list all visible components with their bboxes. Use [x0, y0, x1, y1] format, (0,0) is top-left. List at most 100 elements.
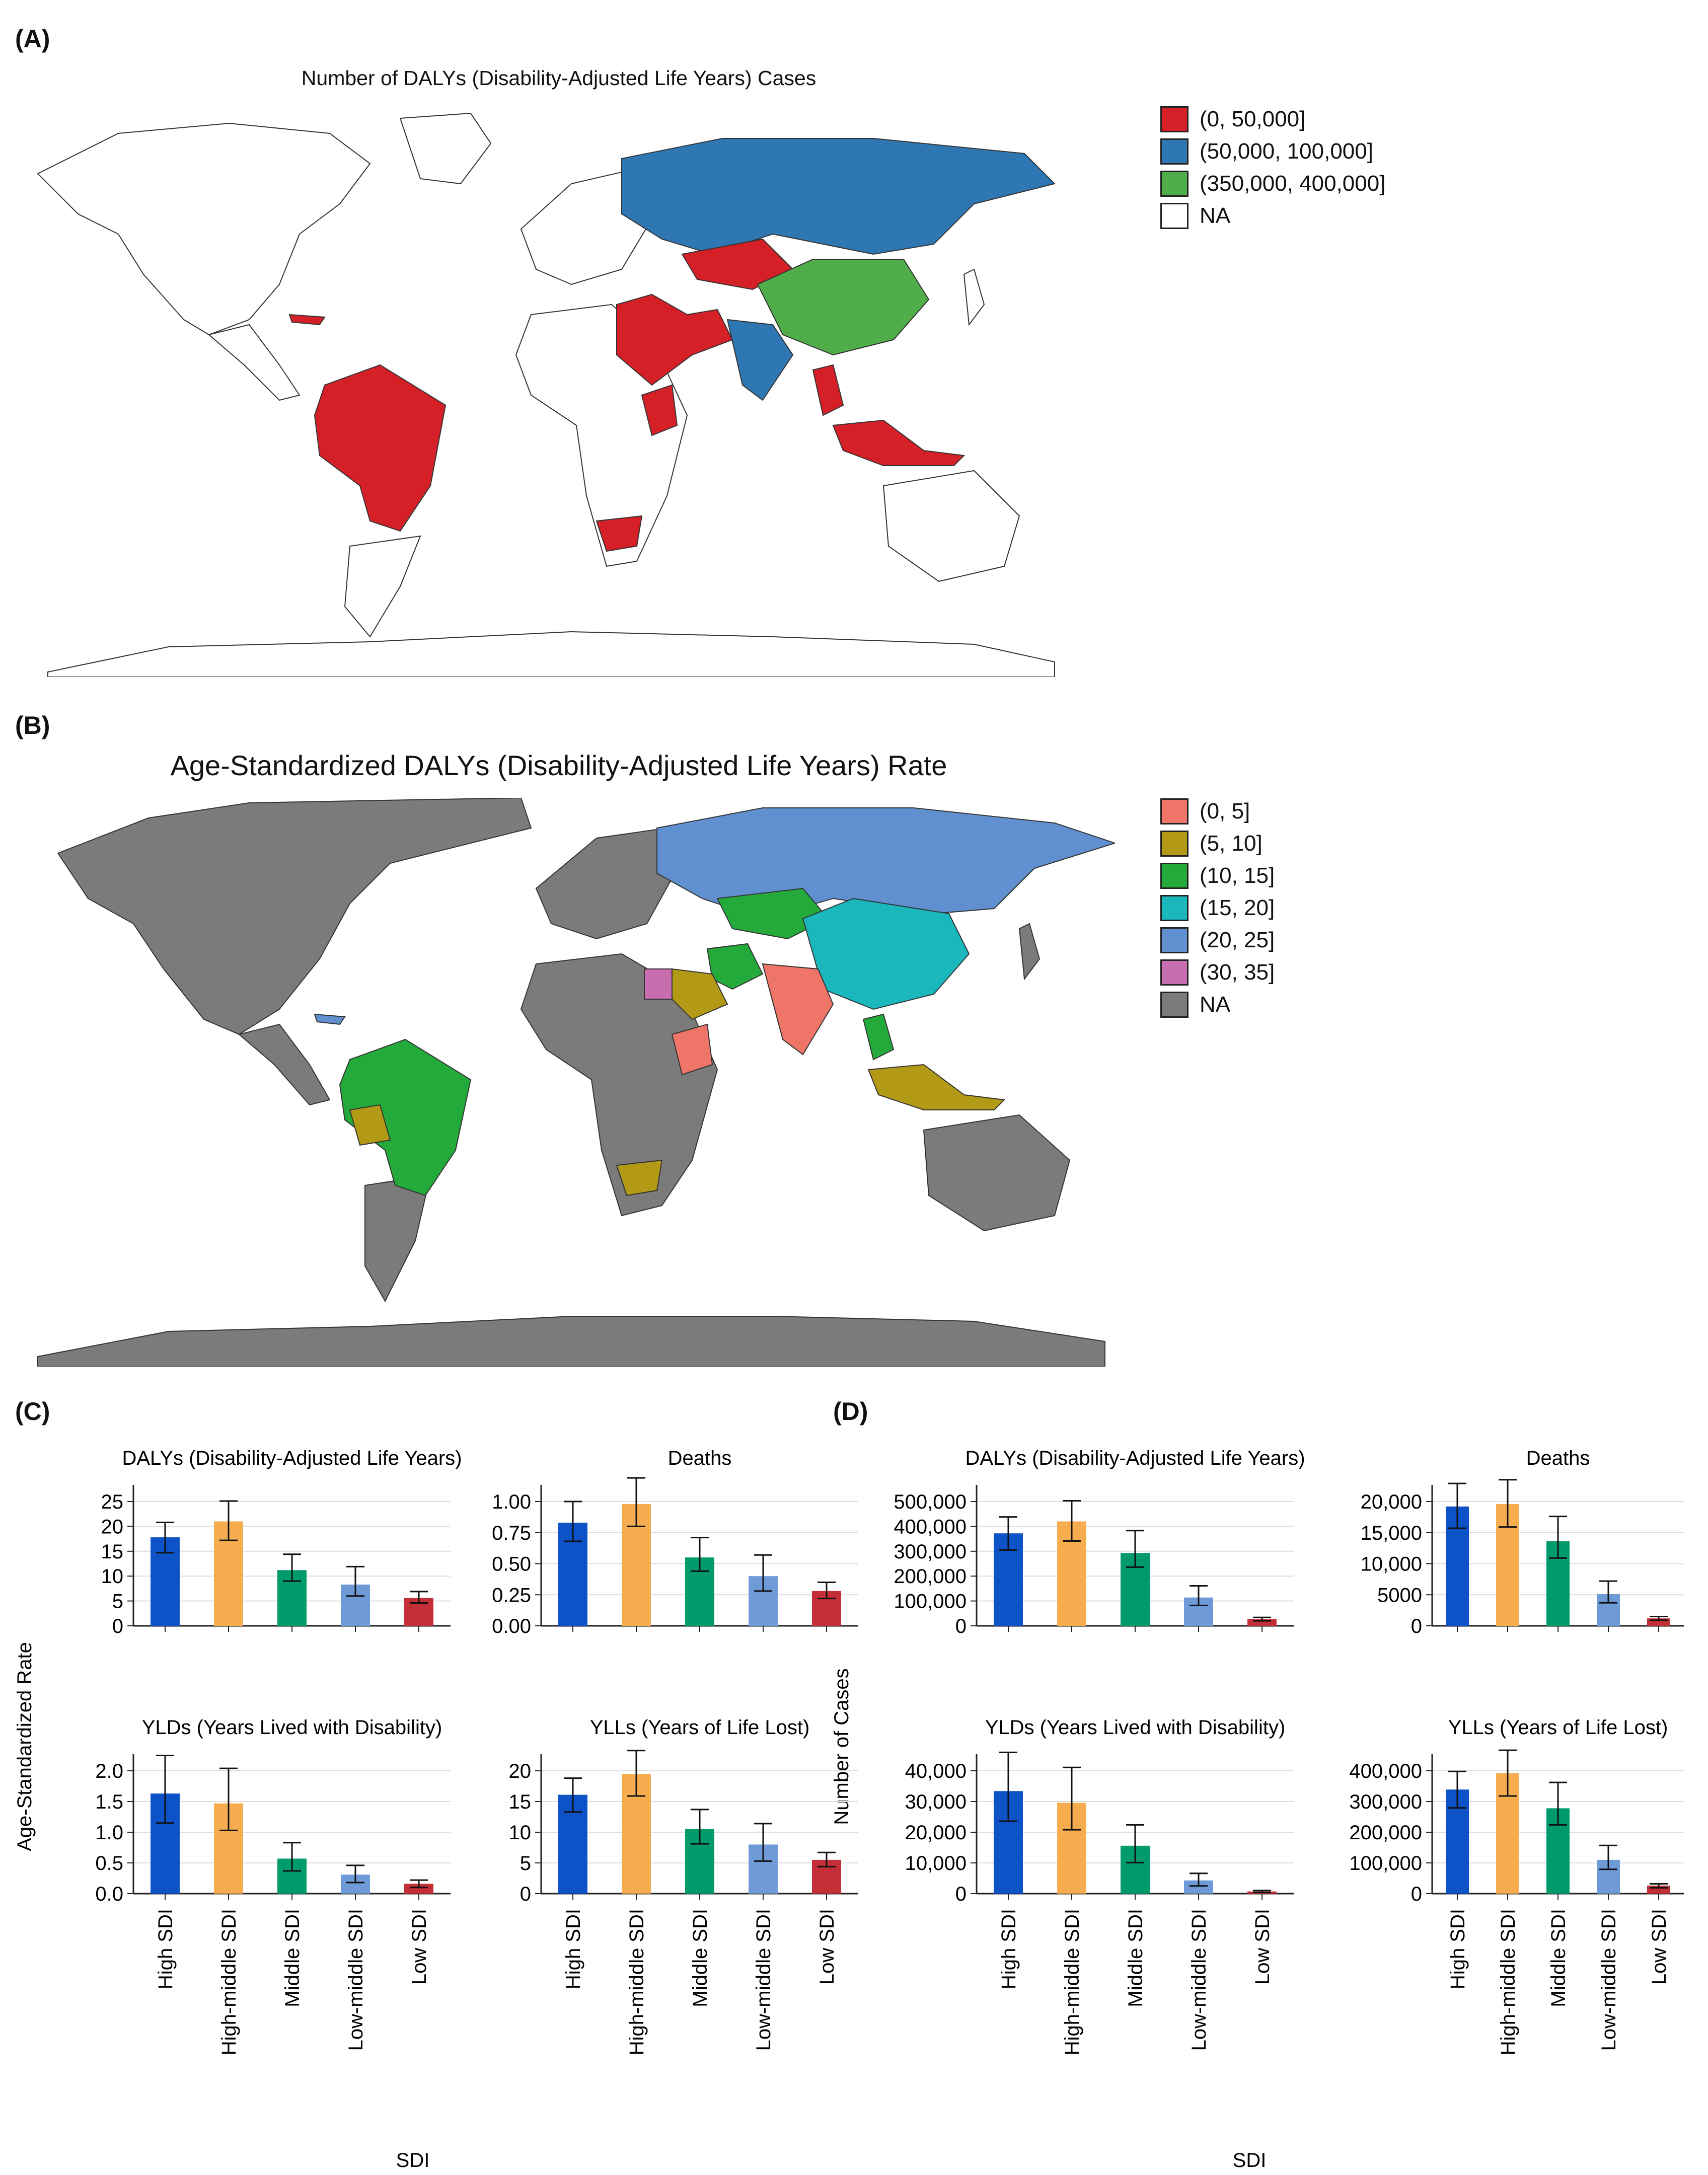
y-tick-label: 500,000	[894, 1491, 967, 1513]
y-tick-label: 10	[509, 1822, 532, 1844]
y-tick-label: 300,000	[1349, 1791, 1422, 1813]
legend-b-label-6: NA	[1200, 992, 1231, 1017]
legend-a: (0, 50,000] (50,000, 100,000] (350,000, …	[1160, 103, 1385, 232]
subchart-title: YLDs (Years Lived with Disability)	[985, 1716, 1286, 1739]
region-india	[726, 319, 794, 401]
region-antarctica	[37, 1316, 1105, 1367]
subchart-title: YLLs (Years of Life Lost)	[1448, 1716, 1668, 1739]
region-japan	[963, 268, 985, 326]
region-north-america	[57, 797, 532, 1035]
region-russia	[621, 138, 1056, 255]
y-tick-label: 20	[509, 1760, 532, 1782]
legend-b-label-5: (30, 35]	[1200, 960, 1275, 985]
region-indonesia	[867, 1064, 1006, 1110]
legend-b-item: (10, 15]	[1160, 860, 1275, 892]
legend-b-item: (15, 20]	[1160, 892, 1275, 924]
legend-b-swatch-4	[1160, 927, 1189, 953]
region-brazil	[339, 1038, 472, 1196]
region-central-america	[238, 1023, 331, 1106]
y-tick-label: 1.00	[492, 1491, 531, 1513]
y-tick-label: 100,000	[1349, 1852, 1422, 1874]
legend-a-label-2: (350,000, 400,000]	[1200, 171, 1386, 196]
region-middle-east	[616, 293, 733, 386]
legend-b-item: NA	[1160, 989, 1275, 1021]
region-europe	[535, 827, 673, 940]
legend-a-label-3: NA	[1200, 203, 1231, 228]
legend-a-swatch-3	[1160, 203, 1189, 229]
bar-charts: Age-Standardized Rate Number of Cases SD…	[14, 1447, 1684, 2171]
region-cuba	[288, 314, 326, 326]
legend-b-swatch-5	[1160, 959, 1189, 986]
region-south-america-south	[344, 535, 421, 638]
legend-a-item: (50,000, 100,000]	[1160, 135, 1385, 168]
y-tick-label: 1.5	[95, 1791, 123, 1813]
legend-b-item: (0, 5]	[1160, 795, 1275, 828]
map-b-title: Age-Standardized DALYs (Disability-Adjus…	[170, 749, 947, 781]
x-tick-label: Low SDI	[408, 1909, 430, 1985]
legend-b-item: (30, 35]	[1160, 956, 1275, 989]
x-tick-label: Low-middle SDI	[1598, 1909, 1620, 2051]
y-tick-label: 1.0	[95, 1822, 123, 1844]
y-tick-label: 5000	[1377, 1584, 1422, 1606]
panel-label-a: (A)	[15, 25, 50, 53]
map-a	[18, 103, 1065, 678]
region-indonesia	[832, 419, 966, 466]
legend-b-item: (20, 25]	[1160, 924, 1275, 956]
map-a-title: Number of DALYs (Disability-Adjusted Lif…	[301, 66, 816, 90]
legend-b-label-3: (15, 20]	[1200, 895, 1275, 920]
x-tick-label: Low SDI	[1251, 1909, 1274, 1985]
subchart-title: Deaths	[668, 1447, 732, 1469]
panel-label-b: (B)	[15, 711, 50, 739]
region-bolivia	[349, 1104, 391, 1146]
x-tick-label: High SDI	[562, 1909, 584, 1989]
region-china	[802, 897, 970, 1010]
y-tick-label: 20	[101, 1516, 124, 1538]
x-tick-label: High SDI	[998, 1909, 1020, 1989]
y-tick-label: 0	[955, 1883, 967, 1905]
region-australia	[882, 470, 1020, 582]
region-se-asia	[812, 364, 844, 416]
legend-b-swatch-0	[1160, 798, 1189, 824]
subchart-title: YLDs (Years Lived with Disability)	[142, 1716, 442, 1739]
y-tick-label: 10,000	[905, 1852, 967, 1874]
y-tick-label: 300,000	[894, 1541, 967, 1563]
region-south-africa	[596, 515, 643, 552]
region-india	[762, 963, 834, 1056]
y-tick-label: 0	[520, 1883, 531, 1905]
subchart-4: DALYs (Disability-Adjusted Life Years) 01…	[894, 1447, 1305, 1637]
legend-a-swatch-0	[1160, 106, 1189, 132]
legend-a-swatch-2	[1160, 171, 1189, 197]
y-tick-label: 0	[112, 1615, 123, 1637]
y-tick-label: 30,000	[905, 1791, 967, 1813]
y-tick-label: 0.75	[492, 1522, 531, 1544]
x-axis-label-c: SDI	[396, 2149, 430, 2171]
region-horn-africa	[641, 384, 678, 436]
legend-b-label-4: (20, 25]	[1200, 928, 1275, 952]
y-tick-label: 15,000	[1361, 1522, 1422, 1544]
y-tick-label: 100,000	[894, 1591, 967, 1613]
region-greenland	[399, 112, 492, 185]
y-tick-label: 2.0	[95, 1760, 123, 1782]
x-tick-label: Low SDI	[1648, 1909, 1670, 1985]
subchart-1: Deaths 0.00 0.25 0.50 0.75 1.00	[492, 1447, 858, 1637]
y-tick-label: 0.25	[492, 1584, 531, 1606]
legend-b-swatch-6	[1160, 992, 1189, 1018]
world-map-a	[37, 112, 1056, 678]
y-tick-label: 40,000	[905, 1760, 967, 1782]
region-north-america	[37, 122, 371, 336]
legend-b-swatch-2	[1160, 863, 1189, 889]
subchart-title: DALYs (Disability-Adjusted Life Years)	[122, 1447, 462, 1469]
y-tick-label: 0	[1411, 1883, 1422, 1905]
legend-a-label-0: (0, 50,000]	[1200, 107, 1306, 131]
y-axis-label-d: Number of Cases	[831, 1668, 853, 1825]
x-tick-label: High-middle SDI	[218, 1909, 240, 2055]
panel-label-c: (C)	[15, 1397, 50, 1426]
x-tick-label: High SDI	[1447, 1909, 1469, 1989]
y-tick-label: 20,000	[905, 1822, 967, 1844]
x-tick-label: Middle SDI	[1125, 1909, 1147, 2007]
y-tick-label: 5	[520, 1852, 531, 1874]
x-tick-label: Middle SDI	[689, 1909, 711, 2007]
y-tick-label: 200,000	[1349, 1822, 1422, 1844]
legend-a-swatch-1	[1160, 138, 1189, 165]
region-horn-africa	[671, 1023, 713, 1076]
